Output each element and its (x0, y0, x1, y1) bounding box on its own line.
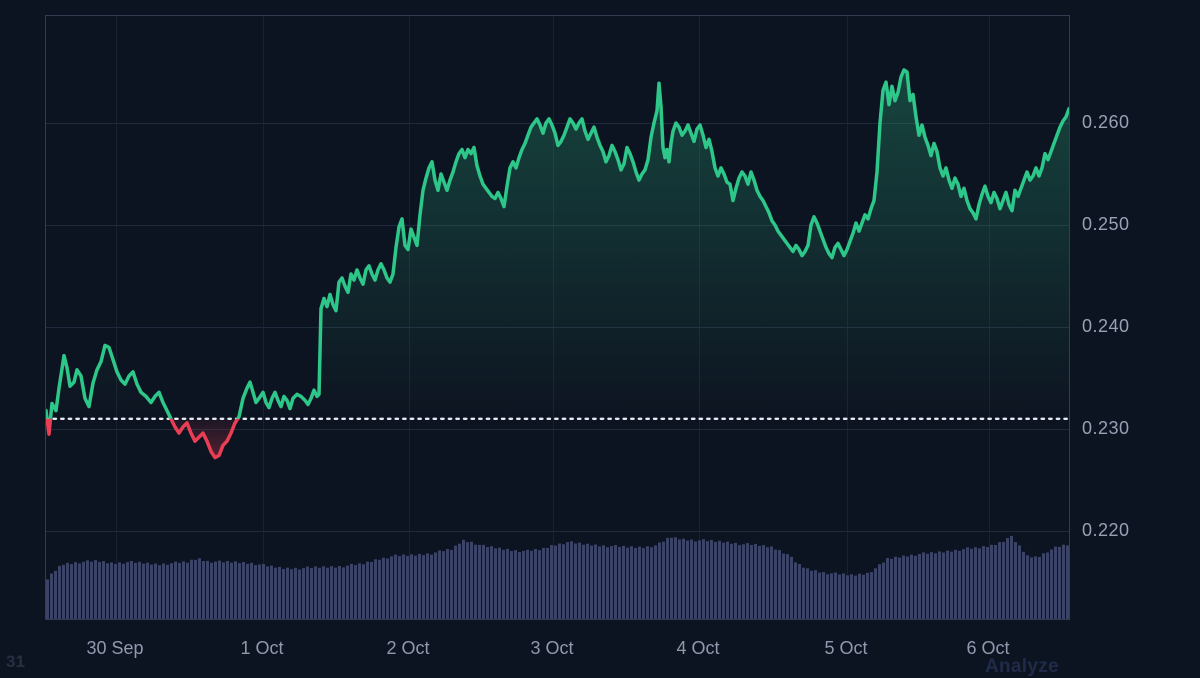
price-axis-label: 0.250 (1082, 214, 1130, 234)
price-axis-label: 0.260 (1082, 112, 1130, 132)
date-axis-label: 2 Oct (386, 638, 430, 658)
up-area-fill (46, 70, 1069, 419)
date-axis-label: 3 Oct (530, 638, 574, 658)
volume-bars (46, 535, 1069, 619)
date-axis-label: 30 Sep (86, 638, 144, 658)
chart-plot-area[interactable] (45, 15, 1070, 620)
date-axis-label: 1 Oct (240, 638, 284, 658)
date-axis-label: 6 Oct (966, 638, 1010, 658)
date-axis-label: 4 Oct (676, 638, 720, 658)
price-axis-label: 0.220 (1082, 520, 1130, 540)
corner-day-label: 31 (6, 652, 25, 671)
price-volume-chart-canvas[interactable] (46, 16, 1069, 619)
date-axis-label: 5 Oct (824, 638, 868, 658)
price-axis-label: 0.230 (1082, 418, 1130, 438)
price-axis-label: 0.240 (1082, 316, 1130, 336)
analyze-button[interactable]: Analyze (985, 656, 1059, 677)
price-line-up (46, 68, 1069, 419)
